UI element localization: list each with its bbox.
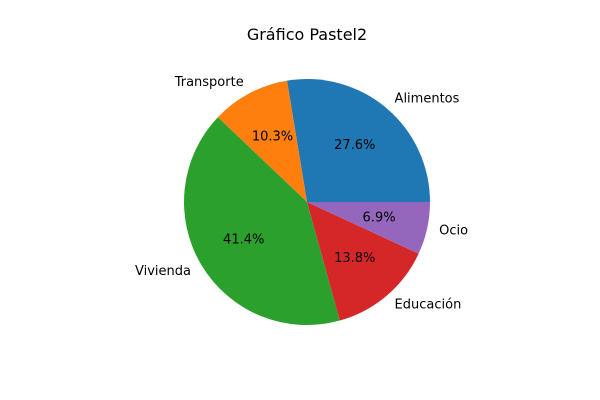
- slice-label-3: Vivienda: [135, 264, 191, 279]
- slice-percent-4: 13.8%: [334, 251, 375, 266]
- slice-label-2: Transporte: [174, 75, 244, 90]
- pie-slices: [184, 79, 430, 326]
- slice-label-4: Educación: [395, 298, 462, 313]
- pie-slice-3: [184, 117, 340, 326]
- slice-percent-1: 27.6%: [334, 138, 375, 153]
- slice-label-1: Alimentos: [395, 91, 460, 106]
- pie-labels: Alimentos 27.6% Transporte 10.3% Vivienda 41.…: [135, 75, 468, 313]
- slice-percent-5: 6.9%: [363, 210, 396, 225]
- slice-label-5: Ocio: [439, 224, 468, 239]
- pie-slice-2: [217, 80, 307, 202]
- pie-slice-5: [307, 202, 430, 254]
- pie-slice-1: [287, 79, 430, 202]
- slice-percent-3: 41.4%: [223, 232, 264, 247]
- slice-percent-2: 10.3%: [252, 129, 293, 144]
- pie-slice-4: [307, 202, 419, 321]
- chart-title: Gráfico Pastel2: [247, 25, 367, 44]
